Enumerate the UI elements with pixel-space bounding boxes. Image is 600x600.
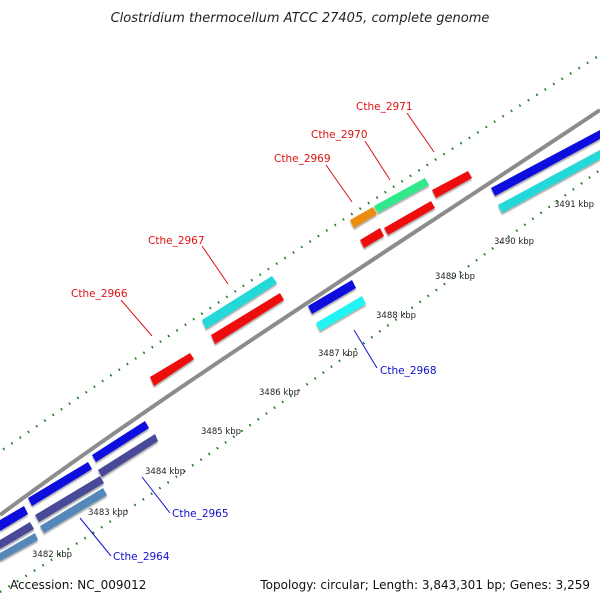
gene-arrow-blue-right[interactable] [491,130,600,196]
gene-label-cthe-2966[interactable]: Cthe_2966 [71,288,128,300]
gene-arrow-blue-3484[interactable] [92,421,149,462]
gene-arrow-red[interactable] [150,353,194,386]
gene-label-cthe-2969[interactable]: Cthe_2969 [274,153,331,165]
outer-tick-track [0,53,600,454]
gene-label-cthe-2967[interactable]: Cthe_2967 [148,235,205,247]
gene-label-cthe-2971[interactable]: Cthe_2971 [356,101,413,113]
kbp-label: 3483 kbp [88,508,128,518]
accession-label: Accession: NC_009012 [10,578,147,592]
gene-arrow-cthe-2966[interactable] [211,293,284,344]
gene-arrow-navy-3484[interactable] [98,434,158,477]
gene-arrow-blue-3483[interactable] [28,462,92,506]
gene-arrow-cyan-right[interactable] [498,150,600,213]
gene-arrow-navy-left[interactable] [0,522,34,549]
gene-arrow-cthe-2970[interactable] [374,178,429,213]
map-title: Clostridium thermocellum ATCC 27405, com… [111,11,490,26]
gene-arrow-cthe-2964[interactable] [40,488,107,533]
gene-arrow-red-small[interactable] [360,228,384,248]
kbp-label: 3484 kbp [145,467,185,477]
gene-arrow-steel-left[interactable] [0,533,38,561]
kbp-label: 3482 kbp [32,550,72,560]
gene-arrow-cthe-2967[interactable] [202,276,277,329]
gene-arrow-cthe-2968[interactable] [316,296,366,331]
gene-arrow-cthe-2969[interactable] [350,207,377,228]
gene-arrow-blue-3487[interactable] [308,280,356,314]
gene-arrow-cthe-2971[interactable] [432,171,472,198]
inner-tick-track [0,169,600,594]
kbp-label: 3489 kbp [435,272,475,282]
gene-arrow-red-mid[interactable] [384,201,435,235]
topology-label: Topology: circular; Length: 3,843,301 bp… [260,578,590,592]
kbp-label: 3485 kbp [201,427,241,437]
kbp-label: 3490 kbp [494,237,534,247]
kbp-label: 3488 kbp [376,311,416,321]
gene-arrow-blue-left[interactable] [0,506,28,531]
gene-label-cthe-2964[interactable]: Cthe_2964 [113,551,170,563]
gene-label-cthe-2965[interactable]: Cthe_2965 [172,508,229,520]
gene-arrow-cthe-2965[interactable] [35,476,104,522]
kbp-label: 3487 kbp [318,349,358,359]
gene-label-cthe-2970[interactable]: Cthe_2970 [311,129,368,141]
gene-label-cthe-2968[interactable]: Cthe_2968 [380,365,437,377]
genome-backbone [0,108,600,517]
kbp-label: 3491 kbp [554,200,594,210]
leader-lines [79,112,435,557]
kbp-label: 3486 kbp [259,388,299,398]
